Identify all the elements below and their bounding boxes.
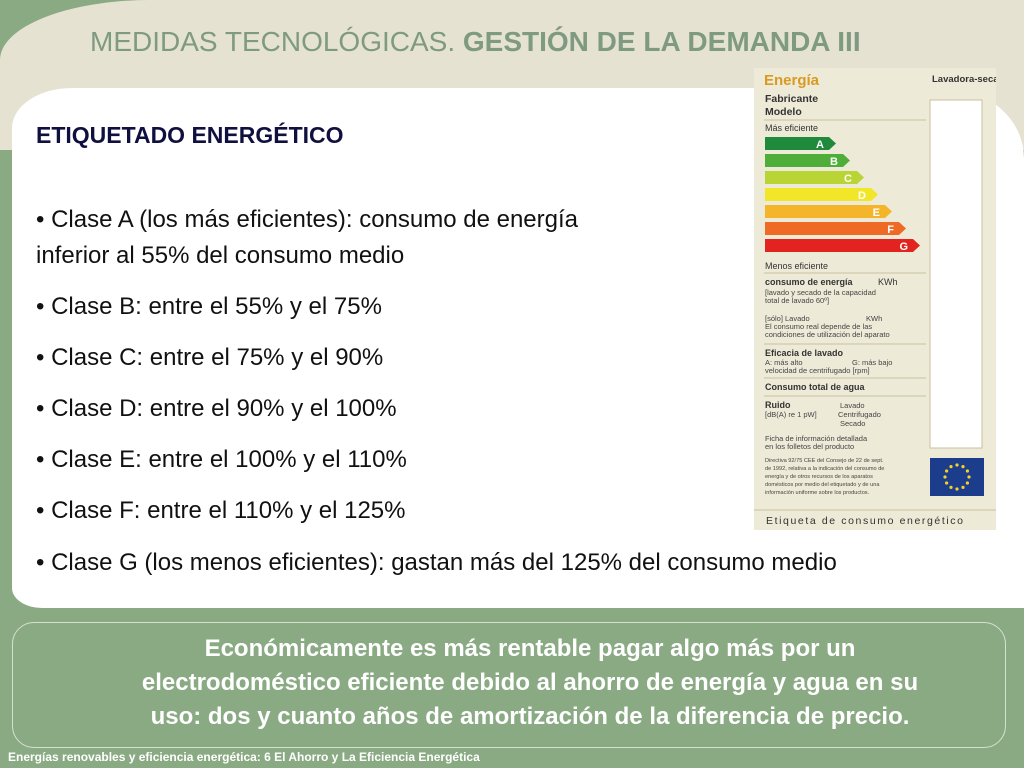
energy-class-letter-c: C xyxy=(844,173,852,185)
eu-star-icon xyxy=(949,485,953,489)
label-scale-low: G: más bajo xyxy=(852,358,892,367)
label-wash-efficiency: Eficacia de lavado xyxy=(765,348,844,358)
eu-star-icon xyxy=(945,481,949,485)
label-kwh: KWh xyxy=(878,277,898,287)
eu-star-icon xyxy=(961,465,965,469)
conclusion-line-3: uso: dos y cuanto años de amortización d… xyxy=(150,703,910,730)
bullet-class-f: • Clase F: entre el 110% y el 125% xyxy=(36,497,406,524)
label-directive-5: información uniforme sobre los productos… xyxy=(765,490,870,496)
label-consumption-detail-1: [lavado y secado de la capacidad xyxy=(765,288,876,297)
label-directive-3: energía y de otros recursos de los apara… xyxy=(765,474,873,480)
label-consumption: consumo de energía xyxy=(765,277,854,287)
label-consumption-detail-2: total de lavado 60º] xyxy=(765,296,829,305)
label-most-efficient: Más eficiente xyxy=(765,123,818,133)
bullet-class-g: • Clase G (los menos eficientes): gastan… xyxy=(36,549,837,576)
label-scale-high: A: más alto xyxy=(765,358,803,367)
conclusion-line-2: electrodoméstico eficiente debido al aho… xyxy=(141,669,919,696)
energy-label: Energía Lavadora-secadora Fabricante Mod… xyxy=(754,68,996,530)
label-spin-speed: velocidad de centrifugado [rpm] xyxy=(765,366,870,375)
title-light: MEDIDAS TECNOLÓGICAS. xyxy=(90,26,463,57)
bullet-class-a-cont: inferior al 55% del consumo medio xyxy=(36,242,405,269)
conclusion-line-1: Económicamente es más rentable pagar alg… xyxy=(204,635,856,662)
label-noise-spin: Centrifugado xyxy=(838,410,881,419)
energy-class-bar-c xyxy=(765,171,864,184)
bullet-class-d: • Clase D: entre el 90% y el 100% xyxy=(36,395,397,422)
label-info-sheet-2: en los folletos del producto xyxy=(765,442,854,451)
eu-star-icon xyxy=(967,475,971,479)
energy-class-bar-e xyxy=(765,205,892,218)
label-wash-only: [sólo] Lavado xyxy=(765,314,810,323)
label-least-efficient: Menos eficiente xyxy=(765,261,828,271)
label-water-total: Consumo total de agua xyxy=(765,382,866,392)
label-directive-1: Directiva 92/75 CEE del Consejo de 22 de… xyxy=(765,458,884,464)
bullet-class-a: • Clase A (los más eficientes): consumo … xyxy=(36,206,579,233)
eu-star-icon xyxy=(943,475,947,479)
eu-star-icon xyxy=(965,481,969,485)
conclusion-text: Económicamente es más rentable pagar alg… xyxy=(0,632,1024,734)
eu-star-icon xyxy=(965,469,969,473)
label-real-consumption-1: El consumo real depende de las xyxy=(765,322,872,331)
eu-star-icon xyxy=(945,469,949,473)
bullet-class-c: • Clase C: entre el 75% y el 90% xyxy=(36,344,384,371)
slide-title: MEDIDAS TECNOLÓGICAS. GESTIÓN DE LA DEMA… xyxy=(90,26,861,58)
label-directive-4: domésticos por medio del etiquetado y de… xyxy=(765,482,880,488)
energy-class-bar-f xyxy=(765,222,906,235)
energy-class-letter-e: E xyxy=(873,207,880,219)
energy-class-bar-a xyxy=(765,137,836,150)
label-manufacturer: Fabricante xyxy=(765,93,818,105)
eu-star-icon xyxy=(961,485,965,489)
label-noise-wash: Lavado xyxy=(840,401,865,410)
energy-class-bar-d xyxy=(765,188,878,201)
eu-flag-icon xyxy=(930,458,984,496)
energy-class-letter-b: B xyxy=(830,156,838,168)
energy-label-graphic: Energía Lavadora-secadora Fabricante Mod… xyxy=(754,68,996,530)
eu-star-icon xyxy=(955,463,959,467)
label-kwh-2: KWh xyxy=(866,314,882,323)
label-noise: Ruido xyxy=(765,400,791,410)
section-heading: ETIQUETADO ENERGÉTICO xyxy=(36,122,344,148)
eu-star-icon xyxy=(955,487,959,491)
bullet-class-e: • Clase E: entre el 100% y el 110% xyxy=(36,446,407,473)
footer-text: Energías renovables y eficiencia energét… xyxy=(8,750,480,764)
label-footer: Etiqueta de consumo energético xyxy=(766,515,965,527)
label-appliance: Lavadora-secadora xyxy=(932,74,996,85)
energy-class-letter-g: G xyxy=(899,241,908,253)
label-model: Modelo xyxy=(765,106,802,118)
energy-class-bar-g xyxy=(765,239,920,252)
conclusion-box xyxy=(12,622,1006,748)
label-directive-2: de 1992, relativa a la indicación del co… xyxy=(765,466,884,472)
label-info-sheet-1: Ficha de información detallada xyxy=(765,434,868,443)
bullet-class-b: • Clase B: entre el 55% y el 75% xyxy=(36,293,382,320)
energy-class-letter-a: A xyxy=(816,139,824,151)
eu-star-icon xyxy=(949,465,953,469)
energy-class-letter-d: D xyxy=(858,190,866,202)
label-noise-unit: [dB(A) re 1 pW] xyxy=(765,410,817,419)
label-title: Energía xyxy=(764,72,820,89)
energy-class-letter-f: F xyxy=(887,224,894,236)
energy-class-bar-b xyxy=(765,154,850,167)
title-bold: GESTIÓN DE LA DEMANDA III xyxy=(462,26,861,57)
label-real-consumption-2: condiciones de utilización del aparato xyxy=(765,330,890,339)
label-noise-dry: Secado xyxy=(840,419,865,428)
